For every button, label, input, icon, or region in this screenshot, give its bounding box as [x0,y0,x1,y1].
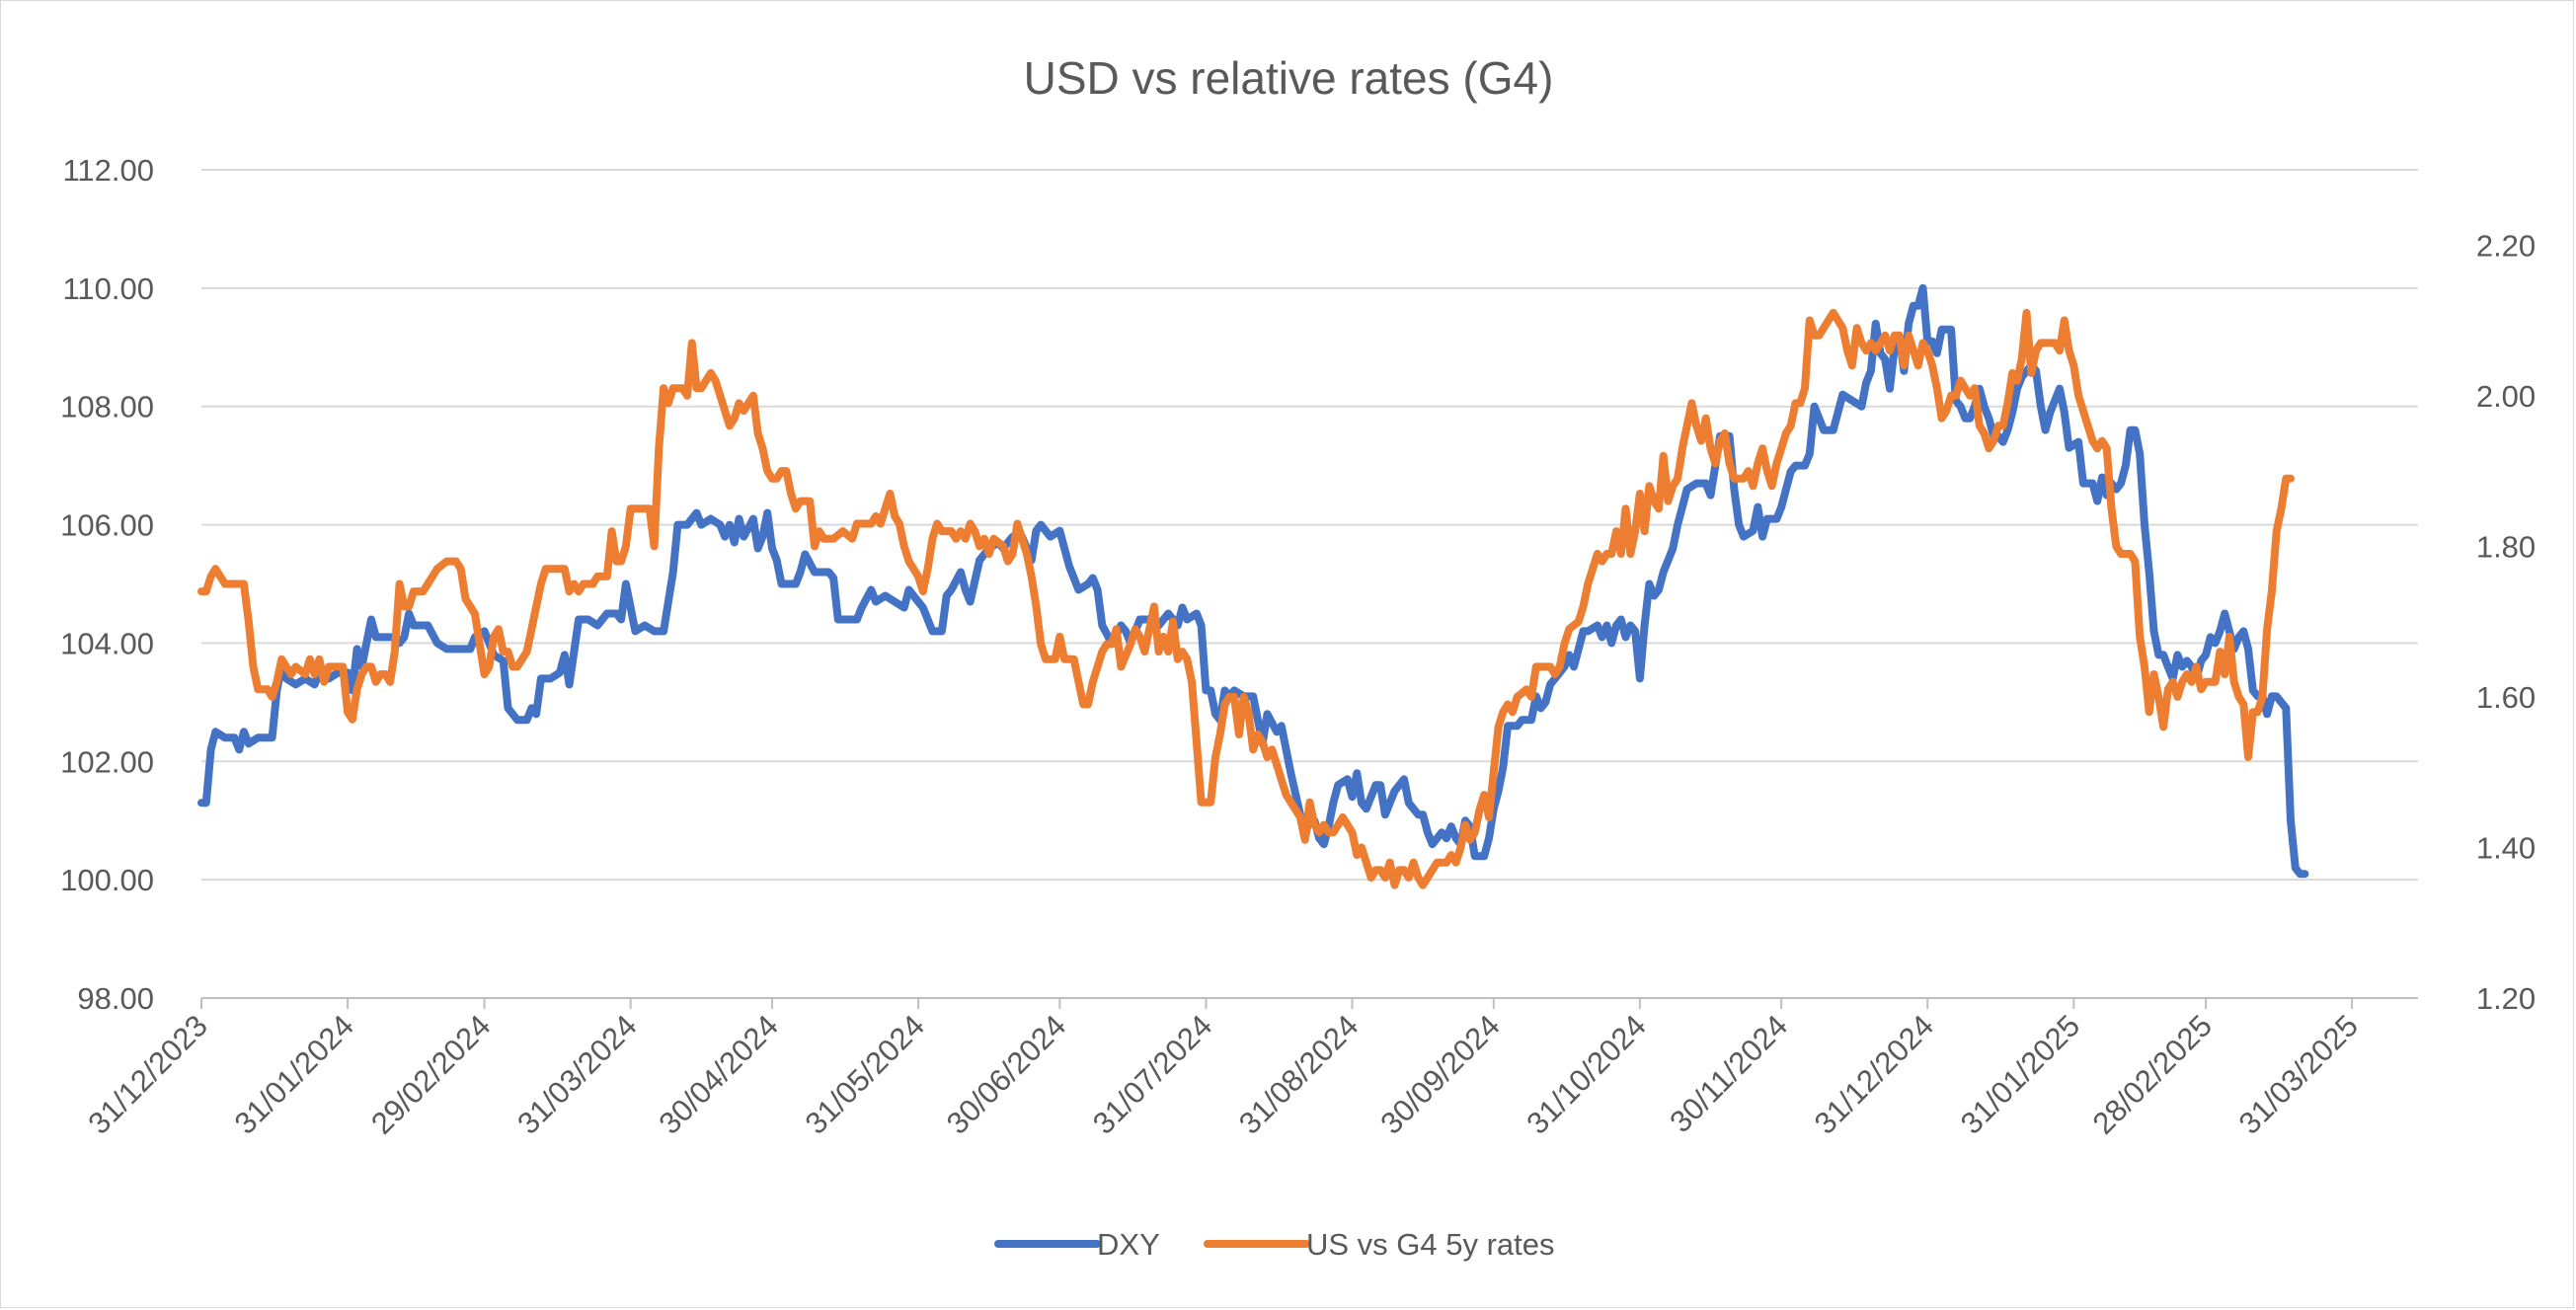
y-left-tick-label: 106.00 [60,508,154,543]
y-left-tick-label: 104.00 [60,626,154,660]
x-tick-label: 31/03/2025 [2232,1008,2365,1140]
x-tick-label: 31/12/2024 [1808,1008,1940,1140]
legend-label: US vs G4 5y rates [1306,1227,1555,1262]
series-line-dxy [197,283,2309,879]
x-tick-label: 30/11/2024 [1663,1008,1794,1139]
x-tick-label: 31/12/2023 [81,1008,213,1140]
axes: 98.00 100.00 102.00 104.00 106.00 108.00 110.0… [60,153,2536,1141]
x-tick-label: 31/07/2024 [1086,1008,1218,1140]
y-right-tick-label: 1.80 [2476,529,2536,564]
y-left-tick-label: 98.00 [77,981,154,1016]
x-tick-label: 30/09/2024 [1373,1008,1506,1140]
y-right-tick-label: 1.60 [2476,680,2536,715]
legend-label: DXY [1097,1227,1160,1262]
x-tick-label: 31/01/2025 [1954,1008,2086,1140]
y-right-tick-label: 2.20 [2476,228,2536,263]
x-tick-label: 31/01/2024 [228,1008,360,1140]
gridlines [201,169,2418,882]
y-right-tick-label: 1.20 [2476,981,2536,1016]
y-right-tick-label: 1.40 [2476,830,2536,865]
series-line-us-vs-g4-5y-rates [197,308,2295,889]
x-tick-label: 29/02/2024 [364,1008,497,1140]
x-tick-label: 31/08/2024 [1232,1008,1365,1140]
y-left-tick-label: 110.00 [62,271,154,306]
y-left-tick-label: 100.00 [60,863,154,897]
chart-title: USD vs relative rates (G4) [1024,52,1554,104]
x-tick-label: 31/10/2024 [1520,1008,1652,1140]
x-tick-label: 30/06/2024 [940,1008,1072,1140]
x-tick-label: 31/05/2024 [799,1008,931,1140]
x-tick-label: 30/04/2024 [652,1008,784,1140]
x-tick-label: 28/02/2025 [2086,1008,2219,1140]
x-tick-label: 31/03/2024 [510,1008,643,1140]
y-right-tick-label: 2.00 [2476,379,2536,414]
legend: DXY US vs G4 5y rates [994,1227,1555,1262]
y-left-tick-label: 108.00 [60,390,154,424]
y-left-tick-label: 102.00 [60,744,154,779]
series-lines [197,283,2309,889]
y-left-tick-label: 112.00 [62,153,154,188]
